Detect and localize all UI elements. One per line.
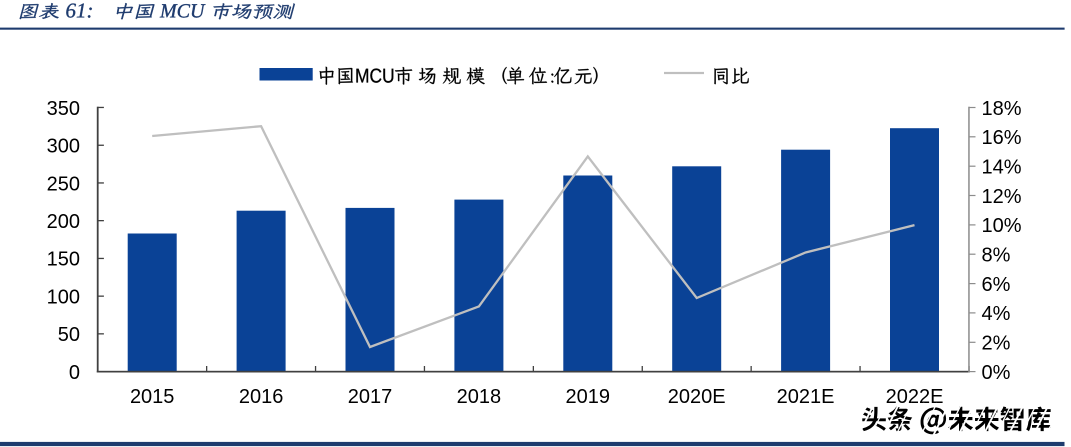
- svg-text:12%: 12%: [982, 186, 1022, 208]
- svg-text:2021E: 2021E: [777, 386, 835, 408]
- svg-text:2016: 2016: [239, 386, 284, 408]
- svg-text:200: 200: [47, 211, 80, 233]
- svg-text:2019: 2019: [566, 386, 611, 408]
- svg-text:0%: 0%: [982, 362, 1011, 384]
- svg-text:16%: 16%: [982, 127, 1022, 149]
- svg-text:2018: 2018: [457, 386, 502, 408]
- svg-text:10%: 10%: [982, 215, 1022, 237]
- svg-text:100: 100: [47, 286, 80, 308]
- svg-text:350: 350: [47, 98, 80, 120]
- svg-text:2015: 2015: [130, 386, 175, 408]
- svg-text:2020E: 2020E: [668, 386, 726, 408]
- svg-text:2017: 2017: [348, 386, 393, 408]
- svg-text:300: 300: [47, 136, 80, 158]
- svg-text:250: 250: [47, 173, 80, 195]
- svg-text:2022E: 2022E: [886, 386, 944, 408]
- svg-text:8%: 8%: [982, 245, 1011, 267]
- svg-text:0: 0: [69, 362, 80, 384]
- svg-text:2%: 2%: [982, 333, 1011, 355]
- svg-text:4%: 4%: [982, 303, 1011, 325]
- svg-text:18%: 18%: [982, 98, 1022, 120]
- svg-text:6%: 6%: [982, 274, 1011, 296]
- svg-text:150: 150: [47, 249, 80, 271]
- svg-text:50: 50: [58, 324, 80, 346]
- svg-text:14%: 14%: [982, 157, 1022, 179]
